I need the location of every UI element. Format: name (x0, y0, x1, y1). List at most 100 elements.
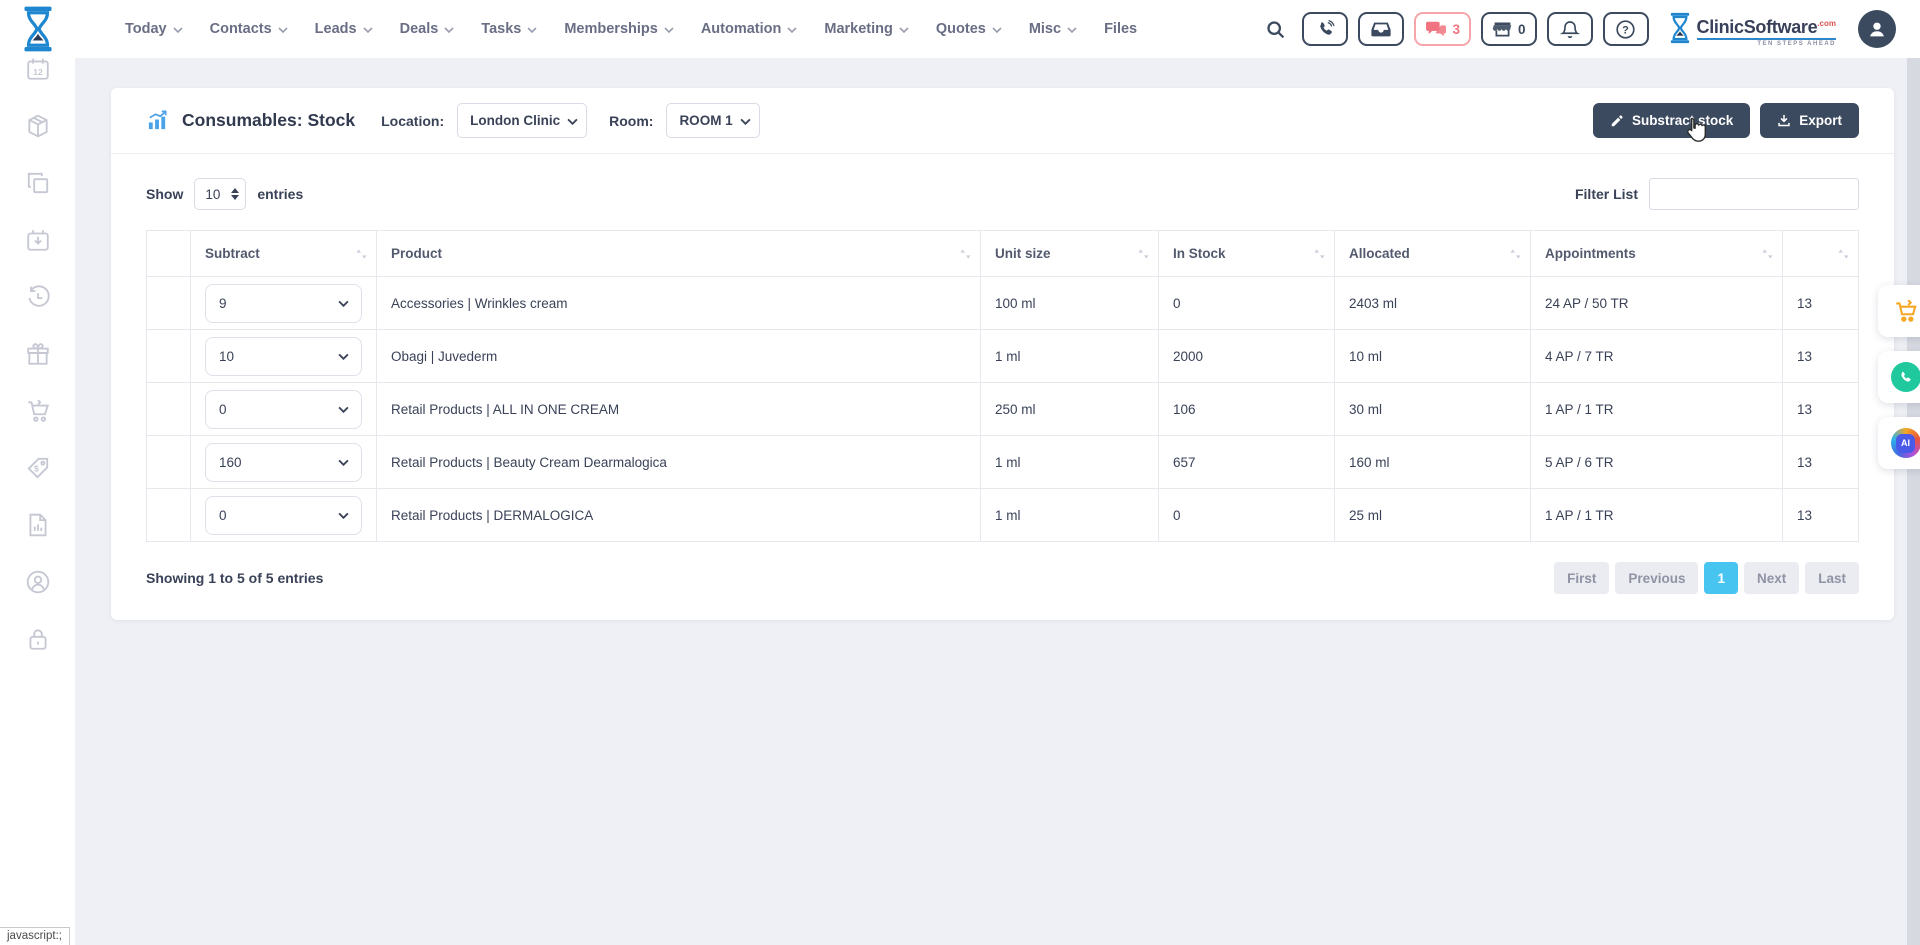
column-header-allocated[interactable]: Allocated (1334, 230, 1531, 277)
product-cell: Obagi | Juvederm (376, 329, 981, 383)
lock-icon[interactable] (25, 626, 51, 652)
nav-item-automation[interactable]: Automation (701, 21, 798, 37)
room-select-wrap: ROOM 1 (666, 103, 761, 138)
user-avatar[interactable] (1858, 10, 1896, 48)
room-select[interactable]: ROOM 1 (666, 103, 761, 138)
user-circle-icon[interactable] (25, 569, 51, 595)
entries-select[interactable]: 10 (194, 178, 247, 210)
nav-item-contacts[interactable]: Contacts (210, 21, 288, 37)
calendar-day: 12 (33, 67, 43, 77)
nav-item-deals[interactable]: Deals (400, 21, 455, 37)
chevron-down-icon (444, 27, 454, 33)
gift-icon[interactable] (25, 341, 51, 367)
main-content: Consumables: Stock Location: London Clin… (75, 58, 1920, 945)
subtract-select[interactable]: 0 (205, 389, 362, 429)
pagination-page-1[interactable]: 1 (1704, 562, 1738, 594)
notifications-button[interactable] (1546, 12, 1593, 46)
chevron-down-icon (173, 27, 183, 33)
location-select[interactable]: London Clinic (457, 103, 588, 138)
nav-item-marketing[interactable]: Marketing (824, 21, 909, 37)
column-header-extra[interactable] (1782, 230, 1859, 277)
nav-label: Deals (399, 21, 439, 37)
allocated-cell: 25 ml (1334, 488, 1531, 542)
copy-icon[interactable] (25, 170, 51, 196)
in-stock-cell: 2000 (1158, 329, 1335, 383)
nav-item-quotes[interactable]: Quotes (936, 21, 1002, 37)
app-logo[interactable] (0, 6, 75, 52)
unit-size-cell: 1 ml (980, 435, 1159, 489)
subtract-select-wrap: 160 (205, 442, 362, 482)
pencil-icon (1611, 114, 1623, 126)
ai-icon: AI (1890, 428, 1920, 458)
pagination-previous[interactable]: Previous (1615, 562, 1699, 594)
column-header-product[interactable]: Product (376, 230, 981, 277)
package-icon[interactable] (25, 113, 51, 139)
scrollbar-track[interactable] (1907, 58, 1920, 945)
left-sidebar: 12 (0, 0, 75, 945)
subtract-select[interactable]: 10 (205, 336, 362, 376)
brand-name: ClinicSoftware (1696, 16, 1818, 37)
sort-icon (960, 248, 971, 259)
nav-label: Leads (314, 21, 357, 37)
help-button[interactable]: ? (1602, 12, 1649, 46)
history-icon[interactable] (25, 284, 51, 310)
chat-icon (1426, 21, 1447, 37)
sort-icon (1314, 248, 1325, 259)
floating-phone-button[interactable] (1878, 351, 1920, 403)
ai-label: AI (1896, 433, 1915, 453)
nav-item-memberships[interactable]: Memberships (564, 21, 674, 37)
column-header-in-stock[interactable]: In Stock (1158, 230, 1335, 277)
calendar-import-icon[interactable] (25, 227, 51, 253)
floating-cart-button[interactable] (1878, 285, 1920, 337)
status-text: javascript:; (0, 927, 70, 945)
sort-icon (1510, 248, 1521, 259)
show-label: Show (146, 186, 184, 202)
report-icon[interactable] (25, 512, 51, 538)
search-icon[interactable] (1265, 19, 1286, 40)
pagination-next[interactable]: Next (1743, 562, 1800, 594)
chat-button[interactable]: 3 (1414, 12, 1471, 46)
floating-ai-button[interactable]: AI (1878, 417, 1920, 469)
sort-icon (356, 248, 367, 259)
inbox-button[interactable] (1358, 12, 1405, 46)
entries-select-wrap: 10 (194, 178, 247, 210)
subtract-select[interactable]: 160 (205, 442, 362, 482)
whatsapp-phone-icon (1890, 362, 1920, 392)
phone-icon (1320, 19, 1335, 35)
calendar-icon[interactable]: 12 (25, 56, 51, 82)
column-header-subtract[interactable]: Subtract (190, 230, 377, 277)
pagination: First Previous 1 Next Last (1554, 562, 1859, 594)
price-tag-icon[interactable]: $ (25, 455, 51, 481)
subtract-select[interactable]: 9 (205, 283, 362, 323)
appointments-cell: 1 AP / 1 TR (1530, 382, 1783, 436)
location-label: Location: (381, 112, 445, 129)
column-header-appointments[interactable]: Appointments (1530, 230, 1783, 277)
page-title: Consumables: Stock (182, 110, 356, 130)
export-button[interactable]: Export (1760, 103, 1859, 138)
subtract-stock-button[interactable]: Substract stock (1592, 103, 1751, 138)
nav-item-leads[interactable]: Leads (315, 21, 373, 37)
pagination-first[interactable]: First (1554, 562, 1610, 594)
appointments-cell: 5 AP / 6 TR (1530, 435, 1783, 489)
inbox-icon (1371, 22, 1392, 37)
nav-item-today[interactable]: Today (125, 21, 183, 37)
store-button[interactable]: 0 (1480, 12, 1537, 46)
nav-item-misc[interactable]: Misc (1029, 21, 1077, 37)
subtract-select[interactable]: 0 (205, 495, 362, 535)
pagination-last[interactable]: Last (1805, 562, 1859, 594)
nav-item-tasks[interactable]: Tasks (481, 21, 537, 37)
filter-input[interactable] (1649, 178, 1859, 210)
nav-item-files[interactable]: Files (1104, 21, 1137, 37)
column-header-unit-size[interactable]: Unit size (980, 230, 1159, 277)
cart-icon[interactable] (25, 398, 51, 424)
filter-label: Filter List (1574, 186, 1638, 202)
column-label: In Stock (1173, 246, 1226, 261)
unit-size-cell: 1 ml (980, 329, 1159, 383)
sort-icon (1762, 248, 1773, 259)
brand-logo[interactable]: ClinicSoftware.com TEN STEPS AHEAD (1669, 12, 1836, 47)
nav-label: Tasks (481, 21, 522, 37)
subtract-select-wrap: 10 (205, 336, 362, 376)
stock-table: Subtract Product Unit size In Stock Allo… (146, 230, 1859, 542)
phone-button[interactable] (1302, 12, 1349, 46)
in-stock-cell: 657 (1158, 435, 1335, 489)
